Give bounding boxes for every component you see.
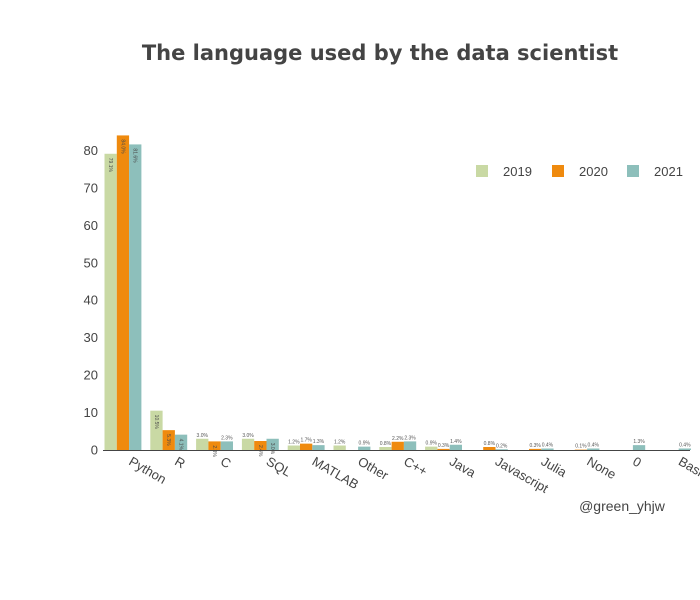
x-tick-label: Julia: [539, 454, 570, 481]
data-label: 0.8%: [484, 441, 496, 447]
data-label: 81.6%: [132, 148, 138, 163]
data-label: 0.4%: [542, 443, 554, 449]
legend[interactable]: 2019 2020 2021: [476, 164, 683, 179]
credit-text: @green_yhjw: [579, 498, 666, 514]
bar-2021-0[interactable]: [632, 445, 646, 450]
x-tick-label: Java: [447, 454, 479, 481]
y-tick-label: 20: [84, 368, 98, 383]
y-tick-label: 50: [84, 255, 98, 270]
y-tick-label: 30: [84, 330, 98, 345]
y-tick-label: 60: [84, 218, 98, 233]
data-label: 10.5%: [153, 415, 159, 430]
data-label: 79.1%: [107, 158, 113, 173]
data-label: 1.4%: [450, 439, 462, 445]
bar-2019-python[interactable]: [104, 153, 117, 450]
bar-2021-javascript[interactable]: [495, 449, 508, 450]
chart-title: The language used by the data scientist: [142, 41, 618, 65]
data-label: 0.8%: [380, 441, 392, 447]
data-label: 0.9%: [426, 441, 438, 447]
x-tick-label: C++: [401, 454, 430, 479]
data-label: 84.0%: [119, 139, 125, 154]
y-tick-label: 10: [84, 405, 98, 420]
bar-2021-java[interactable]: [449, 444, 462, 450]
bar-2021-other[interactable]: [358, 446, 371, 450]
data-label: 0.3%: [529, 443, 541, 449]
data-labels-group: 79.1%84.0%81.6%10.5%5.3% 4.1%3.0%2.3%2.3%…: [107, 139, 691, 457]
data-label: 0.4%: [679, 443, 691, 449]
bar-2020-sql[interactable]: [254, 441, 267, 450]
x-tick-label: MATLAB: [310, 454, 362, 493]
bar-2021-c++[interactable]: [403, 441, 417, 450]
x-tick-label: 0: [630, 454, 644, 471]
bar-2019-java[interactable]: [425, 446, 438, 450]
x-tick-label: R: [172, 454, 188, 472]
legend-item-2021[interactable]: 2021: [627, 164, 683, 179]
bar-2019-other[interactable]: [333, 445, 346, 450]
data-label: 2.3%: [211, 445, 217, 457]
bar-2021-bash[interactable]: [678, 448, 691, 451]
bar-2021-c[interactable]: [220, 441, 233, 450]
x-tick-label: SQL: [264, 454, 294, 480]
bar-2021-none[interactable]: [587, 448, 600, 451]
bar-2021-python[interactable]: [129, 144, 142, 450]
legend-label: 2021: [654, 164, 683, 179]
x-tick-label: Bash: [676, 454, 700, 482]
x-tick-label: C: [218, 454, 234, 472]
x-tick-label: Python: [126, 454, 169, 487]
data-label: 3.0%: [242, 433, 254, 439]
data-label: 1.3%: [633, 439, 645, 445]
y-tick-label: 80: [84, 143, 98, 158]
bar-2019-matlab[interactable]: [287, 445, 300, 450]
data-label: 5.3%: [165, 434, 171, 446]
bar-2020-c++[interactable]: [391, 441, 404, 450]
bar-2021-matlab[interactable]: [312, 445, 325, 450]
data-label: 2.3%: [404, 435, 416, 441]
bar-2020-r[interactable]: [162, 430, 175, 450]
data-label: 0.1%: [575, 444, 587, 450]
legend-swatch: [476, 165, 488, 177]
bar-2020-javascript[interactable]: [483, 447, 496, 450]
bars-group: [104, 135, 691, 451]
y-tick-label: 40: [84, 293, 98, 308]
bar-2019-c[interactable]: [196, 438, 209, 450]
data-label: 3.0%: [269, 443, 275, 455]
legend-swatch: [627, 165, 639, 177]
legend-item-2019[interactable]: 2019: [476, 164, 532, 179]
data-label: 0.3%: [438, 443, 450, 449]
bar-2020-c[interactable]: [208, 441, 221, 450]
data-label: 0.9%: [359, 441, 371, 447]
bar-2020-none[interactable]: [574, 449, 588, 451]
legend-swatch: [552, 165, 564, 177]
y-axis: 0 10 20 30 40 50 60 70 80: [84, 143, 98, 458]
data-label: 1.7%: [300, 438, 312, 444]
data-label: 4.1%: [177, 439, 183, 451]
data-label: 0.4%: [588, 443, 600, 449]
bar-2021-sql[interactable]: [266, 438, 279, 450]
legend-item-2020[interactable]: 2020: [552, 164, 608, 179]
bar-2020-java[interactable]: [437, 448, 450, 450]
data-label: 3.0%: [197, 433, 209, 439]
data-label: 0.2%: [496, 443, 508, 449]
data-label: 2.2%: [392, 436, 404, 442]
data-label: 1.2%: [288, 440, 300, 446]
bar-2021-julia[interactable]: [541, 448, 554, 451]
data-label: 1.2%: [334, 440, 346, 446]
bar-2020-python[interactable]: [116, 135, 130, 451]
x-tick-label: None: [584, 454, 618, 483]
bar-2019-r[interactable]: [150, 410, 163, 450]
bar-2020-julia[interactable]: [529, 448, 542, 450]
bar-2021-r[interactable]: [174, 434, 188, 450]
y-tick-label: 0: [91, 443, 98, 458]
bar-2019-c++[interactable]: [379, 447, 392, 450]
legend-label: 2019: [503, 164, 532, 179]
bar-2019-sql[interactable]: [241, 438, 255, 450]
y-tick-label: 70: [84, 180, 98, 195]
legend-label: 2020: [579, 164, 608, 179]
data-label: 2.3%: [221, 435, 233, 441]
data-label: 1.3%: [313, 439, 325, 445]
bar-2020-matlab[interactable]: [300, 443, 313, 450]
